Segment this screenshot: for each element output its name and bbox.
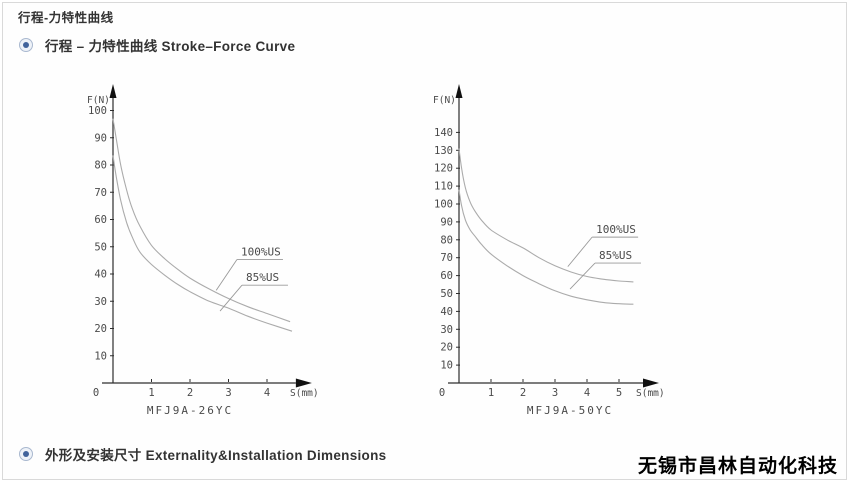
chart-svg: 10 20 30 40 50 60 70 80 90 100 0 1 2 3 4 F(N) S(mm) 100%U… — [87, 84, 319, 417]
y-tick-label: 50 — [440, 288, 453, 300]
y-axis-title: F(N) — [87, 95, 110, 106]
y-tick-label: 10 — [94, 350, 107, 362]
section-label-dimensions: 外形及安装尺寸 Externality&Installation Dimensi… — [45, 448, 387, 463]
curve-annotation-label: 85%US — [599, 249, 632, 262]
y-tick-label: 70 — [440, 252, 453, 264]
page-frame — [2, 2, 847, 480]
x-tick-label: 1 — [488, 387, 494, 399]
y-tick-label: 40 — [440, 306, 453, 318]
chart-svg: 10 20 30 40 50 60 70 80 90 100 110 120 130 140 0 1 2 3 4 5 F… — [433, 84, 665, 417]
curve-85%US — [112, 155, 293, 332]
y-tick-label: 140 — [434, 127, 453, 139]
y-tick-label: 50 — [94, 241, 107, 253]
y-axis-arrow-icon — [109, 84, 117, 98]
radio-bullet-dot — [23, 451, 29, 457]
annotation-leader-line — [567, 236, 593, 267]
x-tick-label: 3 — [552, 387, 558, 399]
page-title: 行程-力特性曲线 — [18, 11, 114, 25]
stroke-force-chart-mfj9a-50yc: 10 20 30 40 50 60 70 80 90 100 110 120 130 140 0 1 2 3 4 5 F… — [425, 80, 681, 425]
x-tick-label: 4 — [584, 387, 590, 399]
x-axis-arrow-icon — [295, 378, 312, 388]
section-label-stroke-force: 行程 – 力特性曲线 Stroke–Force Curve — [45, 39, 296, 54]
x-tick-label: 0 — [439, 387, 445, 399]
y-tick-label: 120 — [434, 163, 453, 175]
company-watermark: 无锡市昌林自动化科技 — [637, 456, 838, 477]
y-tick-label: 30 — [440, 324, 453, 336]
y-tick-label: 80 — [440, 234, 453, 246]
y-tick-label: 40 — [94, 269, 107, 281]
x-tick-label: 2 — [520, 387, 526, 399]
x-tick-label: 0 — [93, 387, 99, 399]
chart-model-title: MFJ9A-50YC — [527, 404, 613, 417]
x-axis-title: S(mm) — [290, 388, 319, 399]
x-axis-title: S(mm) — [636, 388, 665, 399]
y-tick-label: 60 — [440, 270, 453, 282]
x-tick-label: 1 — [148, 387, 154, 399]
section-installation-dimensions: 外形及安装尺寸 Externality&Installation Dimensi… — [19, 444, 386, 464]
y-tick-label: 60 — [94, 214, 107, 226]
x-tick-label: 2 — [187, 387, 193, 399]
y-tick-label: 10 — [440, 360, 453, 372]
y-tick-label: 90 — [440, 216, 453, 228]
annotation-leader-line — [569, 262, 596, 290]
curve-annotation-label: 100%US — [241, 246, 281, 259]
y-tick-label: 70 — [94, 187, 107, 199]
x-tick-label: 3 — [225, 387, 231, 399]
y-tick-label: 30 — [94, 296, 107, 308]
x-tick-label: 4 — [264, 387, 270, 399]
chart-model-title: MFJ9A-26YC — [147, 404, 233, 417]
curve-annotation-label: 85%US — [246, 271, 279, 284]
x-axis-arrow-icon — [643, 378, 659, 388]
curve-100%US — [458, 148, 634, 283]
y-tick-label: 100 — [434, 199, 453, 211]
y-tick-label: 110 — [434, 181, 453, 193]
curve-annotation-label: 100%US — [596, 223, 636, 236]
y-tick-label: 20 — [94, 323, 107, 335]
section-stroke-force-curve: 行程 – 力特性曲线 Stroke–Force Curve — [19, 35, 295, 55]
y-tick-label: 90 — [94, 132, 107, 144]
curve-100%US — [112, 118, 291, 323]
y-axis-arrow-icon — [455, 84, 463, 98]
curve-85%US — [458, 189, 634, 305]
y-tick-label: 20 — [440, 342, 453, 354]
radio-bullet-icon — [19, 38, 33, 52]
x-tick-label: 5 — [616, 387, 622, 399]
annotation-leader-line — [219, 284, 243, 312]
y-axis-title: F(N) — [433, 95, 456, 106]
y-tick-label: 130 — [434, 145, 453, 157]
y-tick-label: 100 — [88, 105, 107, 117]
stroke-force-chart-mfj9a-26yc: 10 20 30 40 50 60 70 80 90 100 0 1 2 3 4 F(N) S(mm) 100%U… — [78, 80, 330, 425]
annotation-leader-line — [215, 259, 238, 291]
radio-bullet-dot — [23, 42, 29, 48]
radio-bullet-icon — [19, 447, 33, 461]
y-tick-label: 80 — [94, 160, 107, 172]
